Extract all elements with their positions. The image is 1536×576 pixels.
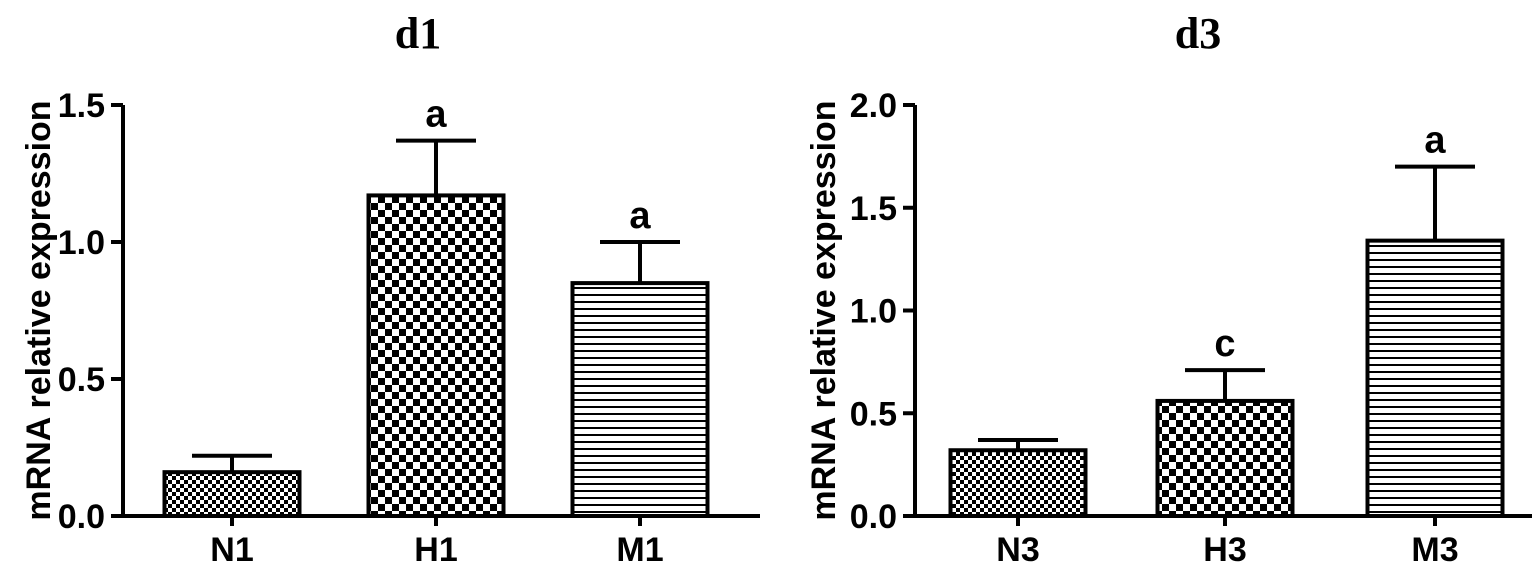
significance-label: a <box>1424 120 1446 162</box>
y-tick-label: 0.5 <box>850 395 897 433</box>
significance-label: a <box>425 94 447 136</box>
bar-M1 <box>570 281 710 518</box>
significance-label: a <box>629 195 651 237</box>
bar-N1 <box>162 470 302 519</box>
bar-M3 <box>1365 238 1505 518</box>
y-tick-label: 1.5 <box>850 190 897 228</box>
bar-H1 <box>366 193 506 518</box>
chart-title: d3 <box>1175 9 1221 58</box>
x-tick-label: H3 <box>1203 531 1246 569</box>
y-axis-label: mRNA relative expression <box>20 100 58 520</box>
y-tick-label: 1.0 <box>58 224 105 262</box>
y-tick-label: 1.0 <box>850 293 897 331</box>
chart-panel-d1: d1 mRNA relative expression 0.0 0.5 1.0 1.5 N1… <box>20 9 760 569</box>
bar-N3 <box>948 448 1088 518</box>
y-axis-label: mRNA relative expression <box>805 100 843 520</box>
y-tick-label: 0.0 <box>58 498 105 536</box>
y-tick-label: 1.5 <box>58 87 105 125</box>
x-tick-label: N1 <box>210 531 253 569</box>
y-tick-label: 0.5 <box>58 361 105 399</box>
x-tick-label: M3 <box>1411 531 1458 569</box>
chart-panel-d3: d3 mRNA relative expression 0.0 0.5 1.0 1.5 2.… <box>805 9 1532 569</box>
significance-label: c <box>1214 323 1235 365</box>
x-tick-label: M1 <box>616 531 663 569</box>
y-tick-label: 2.0 <box>850 87 897 125</box>
x-tick-label: N3 <box>996 531 1039 569</box>
x-tick-label: H1 <box>414 531 457 569</box>
chart-title: d1 <box>395 9 441 58</box>
bar-H3 <box>1155 398 1295 519</box>
y-tick-label: 0.0 <box>850 498 897 536</box>
